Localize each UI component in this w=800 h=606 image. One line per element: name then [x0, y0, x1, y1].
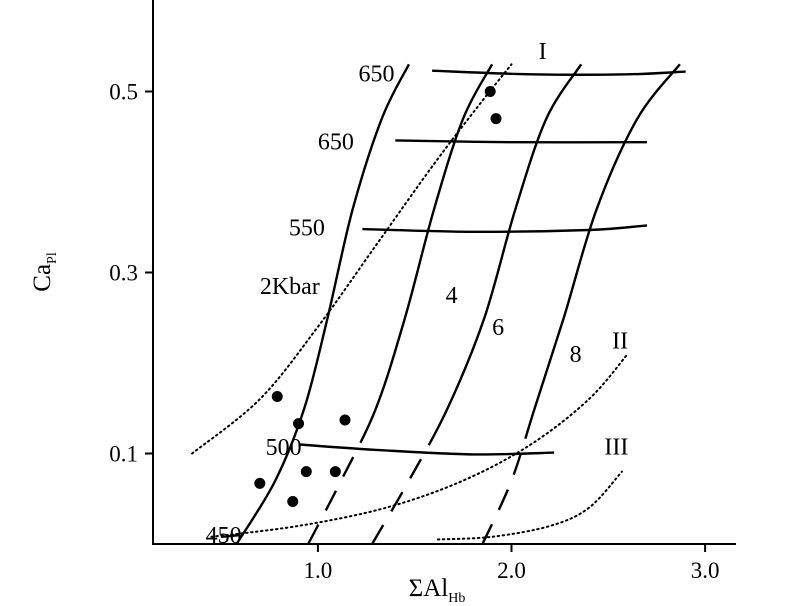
x-tick-label: 3.0 [691, 558, 720, 583]
isobar-4-curve [481, 63, 681, 545]
isobar-label-2kbar: 2Kbar [260, 274, 320, 300]
y-tick-label: 0.1 [109, 442, 138, 467]
data-point-2 [490, 113, 502, 125]
boundary-label-II: II [612, 328, 628, 354]
ticks-layer: 1.0 2.0 3.0 0.1 0.3 0.5 [109, 80, 719, 584]
y-axis-label-main: Ca [29, 264, 56, 292]
isotherm-4-curve [298, 443, 555, 456]
data-point-9 [287, 495, 299, 507]
data-point-5 [339, 414, 351, 426]
isotherm-label-500: 500 [266, 435, 302, 461]
boundary-label-I: I [539, 39, 547, 65]
boundary-1-curve [191, 63, 513, 455]
isotherm-5-curve [220, 533, 241, 538]
isotherm-3-curve [362, 224, 648, 234]
y-axis-label: CaPl [29, 252, 60, 292]
isotherm-label-650-upper: 650 [359, 61, 395, 87]
isobar-2-curve [307, 63, 494, 545]
x-axis-label-main: ΣAl [409, 575, 449, 602]
boundary-3-curve [436, 470, 623, 541]
x-tick-label: 2.0 [497, 558, 526, 583]
isotherm-2-curve [395, 139, 648, 144]
isotherm-label-650-lower: 650 [318, 129, 354, 155]
isobar-label-6: 6 [492, 315, 504, 341]
axes [152, 0, 736, 545]
x-axis-label-sub: Hb [448, 591, 465, 606]
y-axis-label-sub: Pl [45, 252, 60, 264]
data-point-4 [293, 418, 305, 430]
x-tick-label: 1.0 [304, 558, 333, 583]
isotherm-label-450: 450 [206, 523, 242, 549]
isotherm-1-curve [432, 69, 686, 76]
isobar-label-4: 4 [446, 283, 458, 309]
data-point-8 [329, 466, 341, 478]
x-axis-label: ΣAlHb [409, 575, 466, 606]
data-point-3 [271, 390, 283, 402]
isotherm-label-550: 550 [289, 215, 325, 241]
isobar-3-curve [371, 63, 583, 545]
isobar-1-curve [235, 63, 410, 545]
y-tick-label: 0.5 [109, 80, 138, 105]
data-points-layer [254, 86, 502, 507]
curves-layer [191, 63, 686, 545]
data-point-1 [484, 86, 496, 97]
boundary-label-III: III [604, 434, 628, 460]
y-tick-label: 0.3 [109, 261, 138, 286]
data-point-6 [254, 477, 266, 489]
isobar-label-8: 8 [570, 342, 582, 368]
data-point-7 [300, 466, 312, 478]
boundary-2-curve [210, 353, 629, 538]
